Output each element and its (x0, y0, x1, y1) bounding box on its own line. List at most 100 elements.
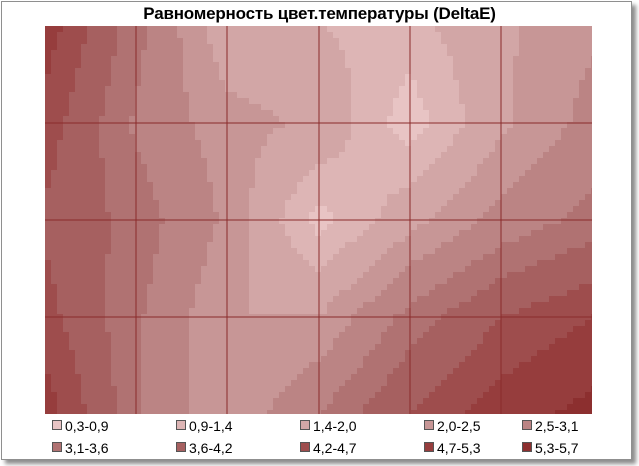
heatmap-cell (81, 116, 88, 123)
heatmap-cell (75, 104, 82, 111)
heatmap-cell (177, 218, 184, 225)
heatmap-cell (75, 350, 82, 357)
heatmap-cell (375, 272, 382, 279)
heatmap-cell (303, 254, 310, 261)
heatmap-cell (165, 278, 172, 285)
heatmap-cell (243, 44, 250, 51)
heatmap-cell (57, 56, 64, 63)
heatmap-cell (381, 344, 388, 351)
heatmap-cell (75, 56, 82, 63)
heatmap-cell (579, 38, 586, 45)
heatmap-cell (141, 326, 148, 333)
heatmap-cell (447, 140, 454, 147)
heatmap-cell (381, 122, 388, 129)
heatmap-cell (471, 44, 478, 51)
heatmap-cell (363, 254, 370, 261)
heatmap-cell (105, 344, 112, 351)
heatmap-cell (63, 254, 70, 261)
heatmap-cell (417, 188, 424, 195)
heatmap-cell (141, 74, 148, 81)
heatmap-cell (393, 272, 400, 279)
heatmap-cell (285, 152, 292, 159)
heatmap-cell (351, 116, 358, 123)
heatmap-cell (189, 236, 196, 243)
heatmap-cell (495, 248, 502, 255)
heatmap-cell (219, 32, 226, 39)
heatmap-cell (393, 248, 400, 255)
heatmap-cell (363, 248, 370, 255)
heatmap-cell (267, 164, 274, 171)
heatmap-cell (117, 320, 124, 327)
heatmap-cell (69, 212, 76, 219)
heatmap-cell (555, 272, 562, 279)
heatmap-cell (225, 98, 232, 105)
heatmap-cell (375, 212, 382, 219)
heatmap-cell (87, 320, 94, 327)
heatmap-cell (123, 122, 130, 129)
heatmap-cell (543, 332, 550, 339)
heatmap-cell (153, 278, 160, 285)
heatmap-cell (495, 290, 502, 297)
heatmap-cell (405, 80, 412, 87)
heatmap-cell (99, 62, 106, 69)
heatmap-cell (81, 170, 88, 177)
heatmap-cell (159, 140, 166, 147)
heatmap-cell (207, 350, 214, 357)
heatmap-cell (105, 236, 112, 243)
heatmap-cell (555, 158, 562, 165)
heatmap-cell (183, 38, 190, 45)
heatmap-cell (519, 122, 526, 129)
heatmap-cell (93, 26, 100, 33)
heatmap-cell (183, 242, 190, 249)
heatmap-cell (117, 296, 124, 303)
heatmap-cell (363, 182, 370, 189)
heatmap-cell (171, 164, 178, 171)
heatmap-cell (45, 146, 52, 153)
heatmap-cell (495, 152, 502, 159)
heatmap-cell (381, 176, 388, 183)
heatmap-cell (75, 272, 82, 279)
heatmap-cell (393, 182, 400, 189)
heatmap-cell (213, 254, 220, 261)
heatmap-cell (219, 218, 226, 225)
heatmap-cell (351, 332, 358, 339)
heatmap-cell (93, 254, 100, 261)
heatmap-cell (345, 122, 352, 129)
heatmap-cell (303, 224, 310, 231)
heatmap-cell (585, 146, 592, 153)
heatmap-cell (339, 344, 346, 351)
heatmap-cell (429, 308, 436, 315)
heatmap-cell (231, 38, 238, 45)
heatmap-cell (93, 230, 100, 237)
heatmap-cell (135, 218, 142, 225)
heatmap-cell (561, 242, 568, 249)
heatmap-cell (297, 140, 304, 147)
heatmap-cell (87, 308, 94, 315)
heatmap-cell (69, 44, 76, 51)
heatmap-cell (507, 188, 514, 195)
heatmap-cell (237, 128, 244, 135)
heatmap-cell (495, 32, 502, 39)
heatmap-cell (147, 236, 154, 243)
heatmap-cell (51, 176, 58, 183)
heatmap-cell (249, 146, 256, 153)
heatmap-cell (231, 296, 238, 303)
heatmap-cell (489, 278, 496, 285)
heatmap-cell (129, 266, 136, 273)
heatmap-cell (507, 254, 514, 261)
heatmap-cell (447, 338, 454, 345)
heatmap-cell (477, 308, 484, 315)
heatmap-cell (135, 122, 142, 129)
heatmap-cell (363, 62, 370, 69)
heatmap-cell (327, 224, 334, 231)
heatmap-cell (243, 86, 250, 93)
heatmap-cell (537, 122, 544, 129)
heatmap-cell (321, 62, 328, 69)
heatmap-cell (237, 116, 244, 123)
heatmap-cell (405, 92, 412, 99)
heatmap-cell (549, 284, 556, 291)
heatmap-cell (405, 206, 412, 213)
heatmap-cell (405, 296, 412, 303)
heatmap-cell (297, 224, 304, 231)
heatmap-cell (213, 266, 220, 273)
